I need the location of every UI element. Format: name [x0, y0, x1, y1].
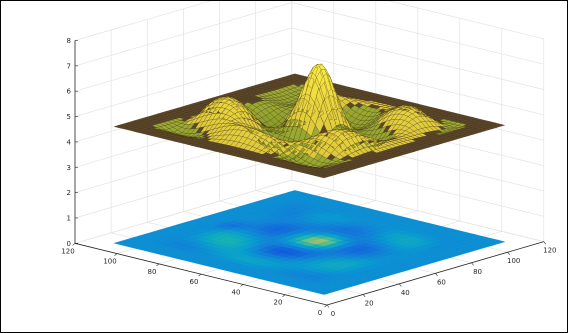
y-tick-label: 100: [103, 258, 116, 266]
z-tick-label: 4: [67, 138, 72, 146]
y-tick-mark: [240, 284, 244, 287]
y-tick-label: 60: [190, 278, 199, 286]
x-tick-mark: [543, 241, 547, 245]
z-tick-label: 7: [67, 62, 71, 70]
x-tick-mark: [326, 304, 330, 308]
z-tick-label: 2: [67, 189, 71, 197]
x-tick-label: 100: [507, 257, 520, 265]
z-tick-label: 8: [67, 37, 71, 45]
contour-cell: [490, 239, 506, 244]
z-tick-label: 1: [67, 214, 71, 222]
surface-mesh: [113, 63, 505, 179]
x-tick-mark: [507, 252, 510, 255]
grid-line-z: [74, 0, 544, 41]
z-tick-label: 3: [67, 164, 71, 172]
y-tick-mark: [114, 253, 118, 256]
z-tick-label: 6: [67, 88, 72, 96]
y-tick-mark: [72, 243, 76, 246]
y-tick-label: 20: [274, 299, 283, 307]
grid-line-z: [74, 27, 544, 92]
y-tick-label: 80: [148, 268, 157, 276]
x-tick-mark: [471, 262, 474, 266]
z-tick-label: 0: [67, 240, 71, 248]
y-tick-mark: [156, 263, 160, 267]
x-tick-mark: [399, 283, 402, 287]
y-tick-mark: [324, 304, 328, 308]
surface-cell: [113, 125, 124, 128]
contour-plane: [113, 190, 506, 295]
grid-line-z: [74, 52, 544, 117]
z-tick-label: 5: [67, 113, 71, 121]
y-tick-label: 40: [232, 288, 241, 296]
y-tick-label: 120: [61, 247, 74, 255]
y-tick-mark: [198, 273, 202, 277]
y-tick-mark: [282, 294, 286, 297]
grid-line-z: [74, 2, 544, 67]
x-tick-label: 120: [543, 247, 556, 255]
x-tick-mark: [362, 294, 366, 298]
x-tick-mark: [435, 273, 438, 277]
grid-line-z: [74, 179, 544, 244]
x-tick-label: 80: [473, 268, 482, 276]
y-tick-label: 0: [318, 309, 322, 317]
x-tick-label: 20: [365, 299, 374, 307]
x-tick-label: 60: [437, 278, 446, 286]
x-tick-label: 40: [401, 289, 410, 297]
x-tick-label: 0: [331, 310, 335, 318]
